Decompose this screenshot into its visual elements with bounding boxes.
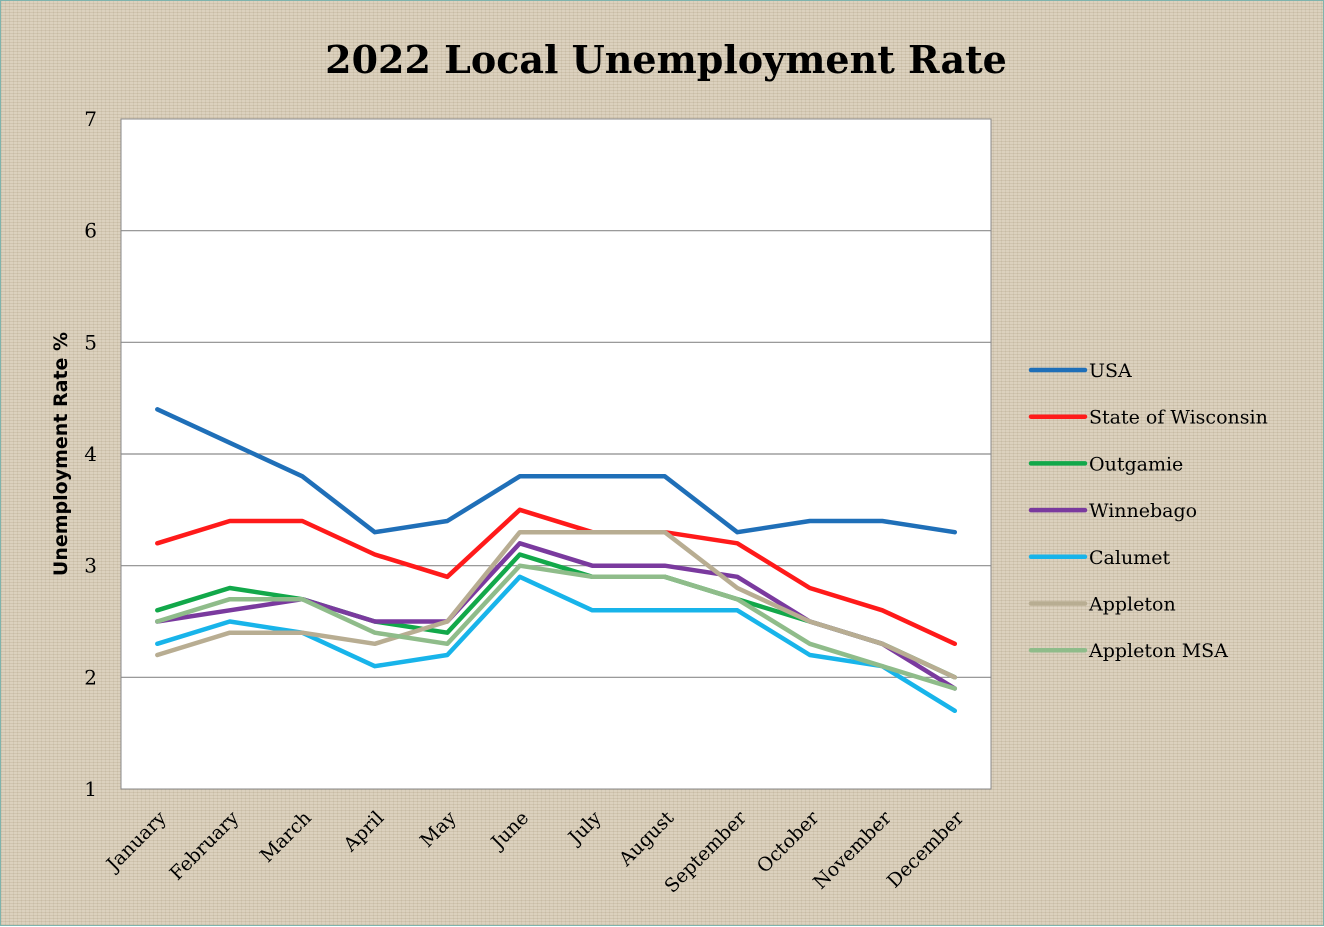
legend-label: USA (1089, 360, 1132, 382)
y-tick-label: 6 (84, 219, 97, 243)
legend-label: Appleton MSA (1088, 640, 1228, 662)
x-tick-label: February (165, 807, 243, 885)
y-axis-ticks: 1 2 3 4 5 6 7 (84, 107, 97, 801)
x-tick-label: August (614, 807, 678, 871)
x-tick-label: January (101, 807, 171, 877)
legend: USA State of Wisconsin Outgamie Winnebago Ca… (1028, 360, 1268, 662)
plot-border (120, 118, 992, 790)
y-tick-label: 5 (84, 330, 97, 354)
y-tick-label: 2 (84, 665, 97, 689)
x-tick-label: October (753, 806, 824, 877)
legend-label: Appleton (1088, 594, 1176, 616)
y-tick-label: 1 (84, 777, 97, 801)
legend-label: Winnebago (1089, 500, 1197, 522)
x-tick-label: November (809, 806, 896, 893)
series-line-usa (155, 407, 958, 535)
x-tick-label: March (256, 807, 316, 867)
x-tick-label: July (563, 807, 606, 850)
series-lines (155, 407, 958, 714)
x-tick-label: June (486, 807, 534, 855)
series-line-appleton (155, 529, 958, 680)
x-tick-label: May (416, 807, 461, 852)
y-tick-label: 4 (84, 442, 97, 466)
legend-label: Outgamie (1089, 453, 1183, 475)
x-tick-label: April (339, 807, 389, 857)
legend-label: State of Wisconsin (1089, 407, 1268, 429)
y-tick-label: 3 (84, 554, 97, 578)
legend-label: Calumet (1089, 547, 1170, 569)
y-tick-label: 7 (84, 107, 97, 131)
y-axis-label: Unemployment Rate % (50, 332, 72, 576)
chart-title: 2022 Local Unemployment Rate (325, 37, 1007, 82)
series-line-state-of-wisconsin (155, 507, 958, 647)
x-tick-label: December (883, 806, 969, 892)
series-line-appleton-msa (155, 563, 958, 691)
